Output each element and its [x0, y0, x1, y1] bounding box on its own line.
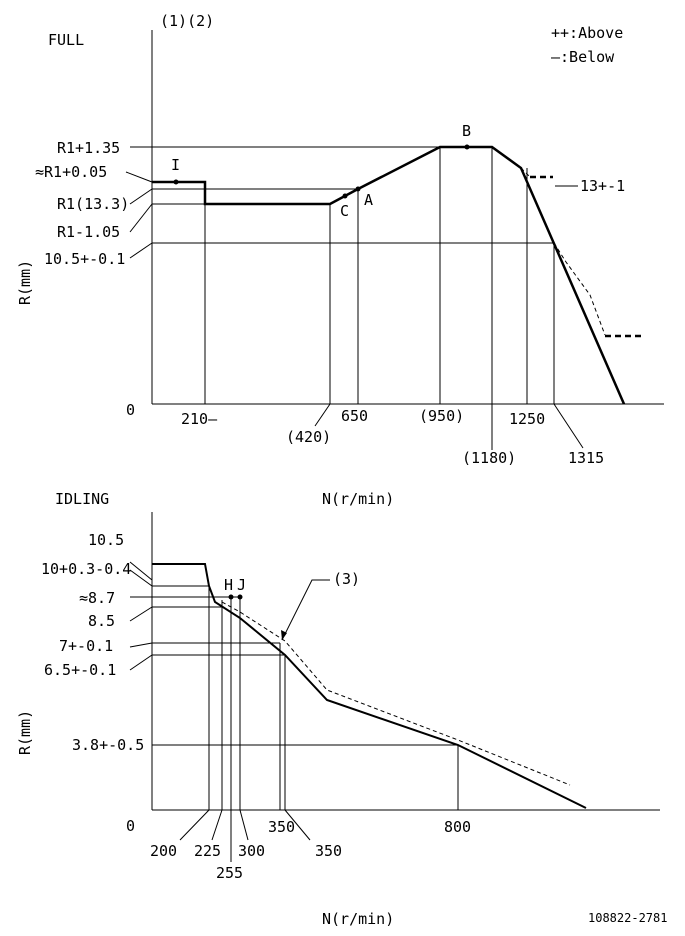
idling-x-label-300: 300 [238, 842, 265, 860]
point-i-marker [173, 179, 179, 185]
point-label-j: J [237, 576, 246, 594]
idling-y-label-1: 10.5 [88, 531, 124, 549]
ileader-x-200 [179, 809, 210, 841]
full-x-label-210: 210— [181, 410, 218, 428]
full-chart: FULL (1)(2) ++:Above —:Below 0 R(mm) R1+… [16, 12, 664, 508]
idling-x-label-350a: 350 [268, 818, 295, 836]
ileader-y6 [129, 654, 153, 671]
point-label-c: C [340, 202, 349, 220]
idling-x-axis-label: N(r/min) [322, 910, 394, 928]
full-x-label-650: 650 [341, 407, 368, 425]
idling-x-label-350b: 350 [315, 842, 342, 860]
full-origin-label: 0 [126, 401, 135, 419]
ileader-y5 [129, 642, 153, 648]
full-y-axis-label: R(mm) [16, 260, 34, 305]
full-x-label-420: (420) [286, 428, 331, 446]
idling-series-below [152, 563, 587, 809]
ileader-x-225 [211, 809, 223, 841]
idling-origin-label: 0 [126, 817, 135, 835]
full-series-below [152, 145, 626, 405]
idling-x-label-225: 225 [194, 842, 221, 860]
idling-y-label-3: ≈8.7 [79, 589, 115, 607]
full-y-label-3: R1(13.3) [57, 195, 129, 213]
idling-y-label-7: 3.8+-0.5 [72, 736, 144, 754]
legend-below: —:Below [551, 48, 615, 66]
idling-y-label-4: 8.5 [88, 612, 115, 630]
leader-y5 [129, 242, 153, 259]
point-b-marker [464, 144, 470, 150]
idling-y-label-2: 10+0.3-0.4 [41, 560, 131, 578]
point-label-a: A [364, 191, 373, 209]
callout-3-arrowhead [281, 630, 287, 640]
idling-x-label-200: 200 [150, 842, 177, 860]
idling-y-label-6: 6.5+-0.1 [44, 661, 116, 679]
idling-chart: IDLING 0 R(mm) 10.5 10+0.3-0.4 ≈8.7 8.5 … [16, 490, 660, 928]
ileader-y1 [129, 561, 153, 581]
leader-y4 [129, 203, 153, 233]
point-c-marker [342, 193, 348, 199]
point-label-h: H [224, 576, 233, 594]
full-y-label-4: R1-1.05 [57, 223, 120, 241]
idling-x-label-800: 800 [444, 818, 471, 836]
full-chart-title: FULL [48, 31, 84, 49]
point-j-marker [237, 594, 243, 600]
full-chart-header-notes: (1)(2) [160, 12, 214, 30]
point-a-marker [355, 186, 361, 192]
full-y-label-5: 10.5+-0.1 [44, 250, 125, 268]
point-label-i: I [171, 156, 180, 174]
idling-chart-title: IDLING [55, 490, 109, 508]
full-y-label-2: ≈R1+0.05 [35, 163, 107, 181]
part-number: 108822-2781 [588, 911, 667, 925]
leader-x-420 [314, 403, 331, 427]
point-label-b: B [462, 122, 471, 140]
idling-y-axis-label: R(mm) [16, 710, 34, 755]
full-y-label-1: R1+1.35 [57, 139, 120, 157]
full-series-above-slope [553, 242, 606, 336]
full-x-label-1180: (1180) [462, 449, 516, 467]
leader-x-1315 [553, 403, 584, 449]
full-side-label: 13+-1 [580, 177, 625, 195]
callout-3-leader [281, 579, 330, 641]
full-x-label-950: (950) [419, 407, 464, 425]
legend-above: ++:Above [551, 24, 623, 42]
point-h-marker [228, 594, 234, 600]
idling-x-label-255: 255 [216, 864, 243, 882]
full-x-label-1315: 1315 [568, 449, 604, 467]
full-series-above-start [520, 167, 531, 178]
idling-callout: (3) [333, 570, 360, 588]
full-x-label-1250: 1250 [509, 410, 545, 428]
leader-y2 [125, 171, 153, 183]
idling-y-label-5: 7+-0.1 [59, 637, 113, 655]
leader-y3 [129, 188, 153, 205]
ileader-x-300 [239, 809, 249, 841]
ileader-x-350b [284, 809, 311, 841]
idling-series-above [221, 601, 571, 786]
ileader-y4 [129, 606, 153, 622]
ileader-y2 [129, 569, 153, 587]
full-x-axis-label: N(r/min) [322, 490, 394, 508]
